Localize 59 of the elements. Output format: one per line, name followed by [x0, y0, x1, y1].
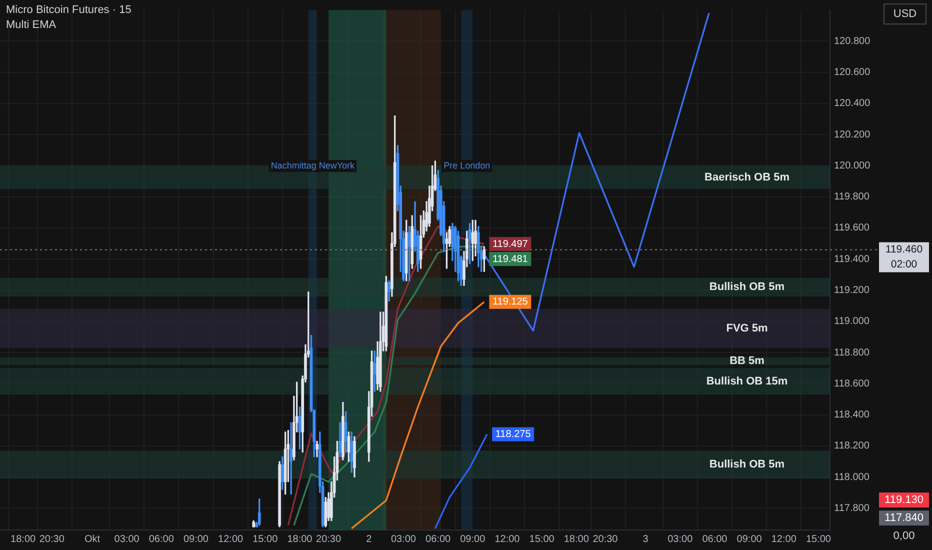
- x-tick-label: 09:00: [736, 534, 762, 545]
- x-tick-label: 06:00: [702, 534, 728, 545]
- chart-title: Micro Bitcoin Futures · 15: [6, 3, 132, 18]
- x-tick-label: 03:00: [390, 534, 416, 545]
- x-tick-label: 15:00: [529, 534, 555, 545]
- y-tick-label: 119.600: [834, 222, 870, 234]
- text: 119.130: [884, 494, 924, 506]
- x-tick-label: 12:00: [218, 534, 244, 545]
- band-label: Nachmittag NewYork: [270, 160, 356, 170]
- y-tick-label: 119.800: [834, 192, 870, 203]
- x-tick-label: Okt: [84, 534, 100, 545]
- x-tick-label: 03:00: [668, 534, 694, 545]
- y-tick-label: 118.000: [834, 472, 870, 483]
- data-label: 119.481: [492, 254, 528, 265]
- y-tick-label: 120.800: [834, 36, 871, 47]
- y-tick-label: 119.400: [834, 254, 870, 265]
- x-tick-label: 2: [366, 534, 372, 545]
- x-tick-label: 12:00: [771, 534, 797, 545]
- x-tick-label: 06:00: [148, 534, 174, 545]
- band-label: Baerisch OB 5m: [704, 171, 790, 184]
- x-tick-label: 18:00: [564, 534, 590, 545]
- y-tick-label: 120.400: [834, 98, 871, 110]
- band-label: Bullish OB 15m: [706, 375, 788, 388]
- y-tick-label: 118.200: [834, 440, 870, 452]
- y-tick-label: 120.600: [834, 67, 871, 78]
- data-label: 119.497: [492, 238, 528, 250]
- y-tick-label: 120.200: [834, 129, 871, 140]
- band-label: BB 5m: [730, 355, 765, 368]
- y-tick-label: 117.800: [834, 502, 870, 514]
- y-tick-label: 120.000: [834, 160, 871, 172]
- y-tick-label: 118.400: [834, 410, 870, 421]
- x-tick-label: 18:00: [10, 534, 36, 545]
- text: 117.840: [884, 512, 924, 524]
- x-tick-label: 06:00: [426, 534, 452, 545]
- y-tick-label: 119.000: [834, 316, 870, 328]
- x-tick-label: 3: [642, 534, 649, 545]
- data-label: 119.125: [492, 296, 528, 308]
- x-tick-label: 20:30: [592, 534, 618, 545]
- ref-line-label: 119.460 02:00: [885, 244, 923, 271]
- y-tick-label: 118.600: [834, 378, 870, 390]
- x-tick-label: 09:00: [183, 534, 209, 545]
- band-label: Pre London: [444, 160, 490, 170]
- band-label: Bullish OB 5m: [709, 281, 785, 294]
- band-label: FVG 5m: [726, 322, 768, 334]
- text: 0,00: [893, 530, 915, 542]
- y-tick-label: 119.200: [834, 284, 870, 296]
- y-tick-label: 118.800: [834, 347, 870, 358]
- text: Multi EMA: [6, 18, 58, 33]
- x-tick-label: 09:00: [460, 534, 486, 545]
- x-tick-label: 15:00: [806, 534, 832, 545]
- x-tick-label: 03:00: [114, 534, 140, 545]
- x-tick-label: 15:00: [252, 534, 278, 545]
- band-label: Bullish OB 5m: [709, 458, 785, 471]
- x-tick-label: 20:30: [39, 534, 65, 545]
- text: USD: [893, 8, 917, 20]
- x-tick-label: 12:00: [494, 534, 520, 545]
- data-label: 118.275: [495, 429, 532, 440]
- x-tick-label: 20:30: [316, 534, 342, 545]
- x-tick-label: 18:00: [287, 534, 313, 545]
